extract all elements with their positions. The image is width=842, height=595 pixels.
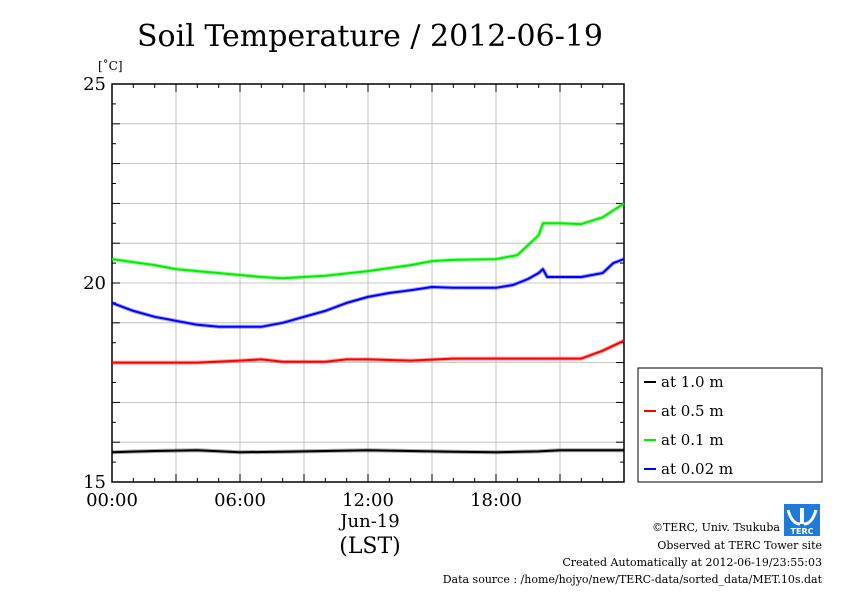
legend-box bbox=[637, 367, 823, 483]
series-line-3 bbox=[111, 258, 625, 328]
x-tick-label: 12:00 bbox=[342, 490, 394, 511]
series-lines bbox=[111, 201, 626, 455]
terc-logo: TERC bbox=[784, 504, 820, 536]
x-tick-label: 18:00 bbox=[470, 490, 522, 511]
created-text: Created Automatically at 2012-06-19/23:5… bbox=[562, 556, 822, 569]
frame-ticks bbox=[111, 83, 625, 483]
legend-label-2: at 0.1 m bbox=[661, 431, 724, 449]
legend-label-0: at 1.0 m bbox=[661, 373, 724, 391]
observed-text: Observed at TERC Tower site bbox=[657, 539, 822, 552]
legend: at 1.0 m at 0.5 m at 0.1 m at 0.02 m bbox=[637, 367, 823, 483]
legend-label-1: at 0.5 m bbox=[661, 402, 724, 420]
y-tick-labels: 15 20 25 bbox=[83, 74, 106, 493]
y-tick-label: 15 bbox=[83, 472, 106, 493]
y-tick-label: 20 bbox=[83, 273, 106, 294]
series-line-1 bbox=[112, 339, 625, 364]
x-tick-label: 00:00 bbox=[86, 490, 138, 511]
y-tick-label: 25 bbox=[83, 74, 106, 95]
x-axis-label: (LST) bbox=[339, 534, 401, 559]
series-line-0 bbox=[111, 449, 624, 454]
logo-wave-right bbox=[803, 509, 818, 526]
legend-label-3: at 0.02 m bbox=[661, 460, 733, 478]
copyright-text: ©TERC, Univ. Tsukuba bbox=[652, 521, 780, 534]
y-unit-label: [˚C] bbox=[98, 58, 123, 73]
logo-text: TERC bbox=[791, 527, 814, 536]
logo-wave-left bbox=[786, 509, 801, 526]
date-label: Jun-19 bbox=[338, 511, 399, 532]
source-text: Data source : /home/hojyo/new/TERC-data/… bbox=[443, 573, 823, 586]
series-line-2 bbox=[111, 202, 625, 280]
x-tick-labels: 00:00 06:00 12:00 18:00 bbox=[86, 490, 522, 511]
chart-title: Soil Temperature / 2012-06-19 bbox=[137, 19, 603, 54]
grid-lines bbox=[112, 84, 624, 482]
logo-stem bbox=[800, 508, 804, 524]
x-tick-label: 06:00 bbox=[214, 490, 266, 511]
